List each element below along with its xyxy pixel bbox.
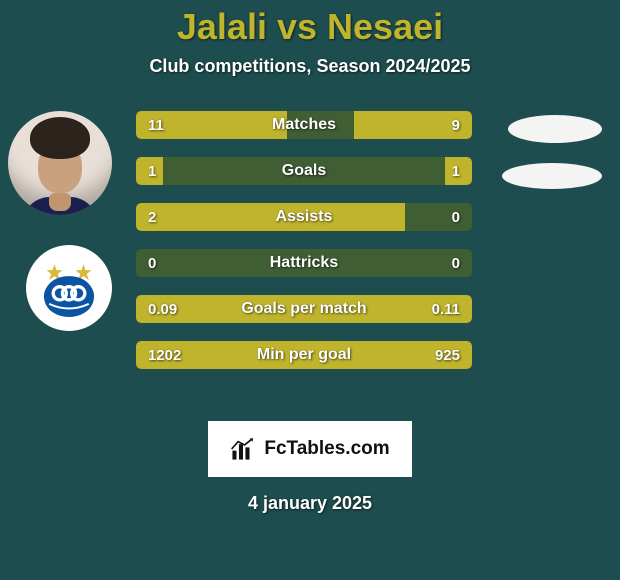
crest-icon xyxy=(36,255,102,321)
title-player-left: Jalali xyxy=(177,6,267,47)
subtitle: Club competitions, Season 2024/2025 xyxy=(0,56,620,77)
stat-label: Matches xyxy=(136,111,472,139)
badge-text: FcTables.com xyxy=(264,438,389,460)
stat-row: 00Hattricks xyxy=(136,249,472,277)
stat-label: Goals per match xyxy=(136,295,472,323)
fctables-badge: FcTables.com xyxy=(208,421,412,477)
footer-date: 4 january 2025 xyxy=(0,493,620,514)
stat-row: 11Goals xyxy=(136,157,472,185)
title-vs: vs xyxy=(277,6,317,47)
opponent-ellipse xyxy=(508,115,602,143)
stat-row: 0.090.11Goals per match xyxy=(136,295,472,323)
opponent-ellipse xyxy=(502,163,602,189)
stat-label: Assists xyxy=(136,203,472,231)
club-crest xyxy=(26,245,112,331)
stat-row: 20Assists xyxy=(136,203,472,231)
bars-icon xyxy=(230,436,256,462)
stat-label: Min per goal xyxy=(136,341,472,369)
page-title: Jalali vs Nesaei xyxy=(0,0,620,48)
stat-row: 119Matches xyxy=(136,111,472,139)
stat-label: Hattricks xyxy=(136,249,472,277)
stat-label: Goals xyxy=(136,157,472,185)
player-avatar xyxy=(8,111,112,215)
stat-row: 1202925Min per goal xyxy=(136,341,472,369)
title-player-right: Nesaei xyxy=(327,6,443,47)
stat-rows: 119Matches 11Goals 20Assists 00Hattricks 0.0… xyxy=(136,111,472,387)
comparison-area: 119Matches 11Goals 20Assists 00Hattricks 0.0… xyxy=(0,111,620,411)
